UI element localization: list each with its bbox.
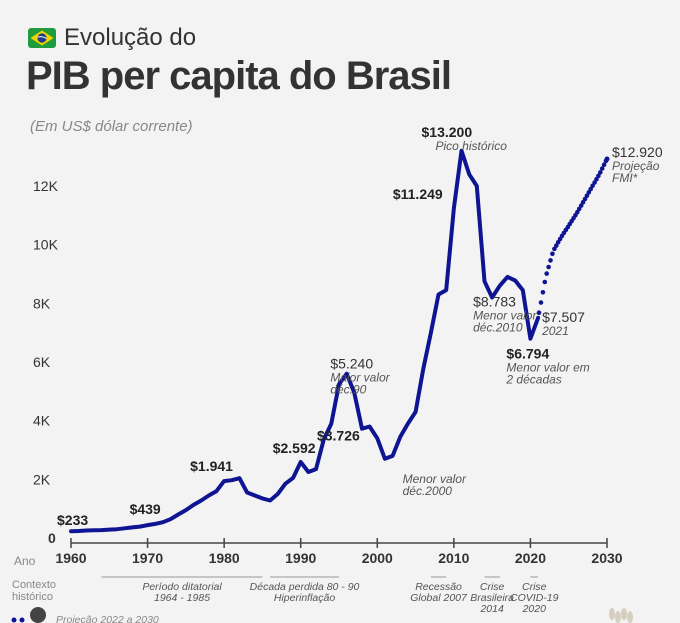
projection-point xyxy=(546,264,551,270)
x-tick-label: 1960 xyxy=(55,550,86,566)
data-label: $233 xyxy=(57,512,88,528)
x-tick-label: 1980 xyxy=(209,550,240,566)
watermark-leaf xyxy=(627,611,633,623)
context-label: Contexto xyxy=(12,579,56,591)
period-label: Brasileira xyxy=(470,592,514,604)
annotation-note: déc.90 xyxy=(330,382,366,396)
x-tick-label: 1970 xyxy=(132,550,163,566)
y-tick-label: 8K xyxy=(33,295,51,311)
watermark-leaf xyxy=(615,611,621,623)
period-label: Década perdida 80 - 90 xyxy=(250,581,360,593)
legend-label: Projeção 2022 a 2030 xyxy=(56,614,159,623)
unit-note: (Em US$ dólar corrente) xyxy=(30,118,193,135)
projection-end-point xyxy=(604,156,610,162)
annotation-note: 2 décadas xyxy=(505,373,561,387)
projection-point xyxy=(590,183,595,189)
legend-dot xyxy=(19,617,25,623)
y-tick-label: 0 xyxy=(48,530,56,546)
projection-point xyxy=(598,170,603,175)
projection-point xyxy=(544,271,549,276)
data-label: $13.200 xyxy=(422,124,473,140)
x-axis-label: Ano xyxy=(14,554,36,568)
watermark-leaf xyxy=(609,608,615,620)
annotation-note: Maior valor xyxy=(330,370,390,384)
projection-point xyxy=(601,162,607,167)
annotation-note: Menor valor xyxy=(473,308,537,322)
period-label: Global 2007 xyxy=(410,592,468,604)
annotation-note: Menor valor xyxy=(403,472,467,486)
projection-point xyxy=(550,251,555,257)
y-tick-label: 2K xyxy=(33,471,51,487)
annotation-note: Pico histórico xyxy=(436,139,508,153)
annotation-note: 2021 xyxy=(541,324,569,338)
period-label: Período ditatorial xyxy=(142,581,222,593)
data-label: $7.507 xyxy=(542,309,585,325)
data-label: $11.249 xyxy=(393,186,443,202)
period-label: 2014 xyxy=(479,603,504,615)
projection-point xyxy=(576,206,582,212)
annotation-note: Projeção xyxy=(612,159,660,173)
data-label: $6.794 xyxy=(506,346,549,362)
projection-point xyxy=(536,310,542,316)
y-tick-label: 10K xyxy=(33,237,59,253)
watermark-leaf xyxy=(621,608,627,620)
x-tick-label: 1990 xyxy=(285,550,316,566)
series-line-gdp xyxy=(69,148,541,534)
watermark-logo-icon xyxy=(609,608,633,623)
annotation-note: FMI* xyxy=(612,171,638,185)
y-tick-label: 6K xyxy=(33,354,51,370)
x-tick-label: 2030 xyxy=(591,550,622,566)
projection-point xyxy=(542,279,548,285)
projection-point xyxy=(599,166,605,171)
period-label: Hiperinflação xyxy=(274,592,335,604)
annotation-note: Menor valor em xyxy=(506,361,589,375)
period-label: COVID-19 xyxy=(510,592,559,604)
period-label: Crise xyxy=(522,581,547,593)
data-label: $8.783 xyxy=(473,293,516,309)
data-label: $5.240 xyxy=(330,355,373,371)
projection-point xyxy=(596,173,601,179)
chart-title: PIB per capita do Brasil xyxy=(26,54,452,98)
period-label: 2020 xyxy=(522,603,547,615)
legend-marker xyxy=(30,607,46,623)
context-label: histórico xyxy=(12,591,53,603)
data-label: $2.592 xyxy=(273,440,316,456)
chart-subtitle: Evolução do xyxy=(64,24,197,51)
data-label: $1.941 xyxy=(190,458,233,474)
period-label: 1964 - 1985 xyxy=(154,592,210,604)
projection-point xyxy=(548,258,553,263)
data-label: $12.920 xyxy=(612,144,663,160)
projection-point xyxy=(538,300,544,305)
annotation-note: déc.2000 xyxy=(403,484,453,498)
projection-point xyxy=(540,290,546,295)
data-label: $3.726 xyxy=(317,428,360,444)
period-label: Crise xyxy=(480,581,505,593)
data-label: $439 xyxy=(130,501,161,517)
annotation-note: déc.2010 xyxy=(473,320,523,334)
legend-dot xyxy=(11,617,17,623)
y-tick-label: 12K xyxy=(33,178,59,194)
x-tick-label: 2000 xyxy=(362,550,393,566)
y-tick-label: 4K xyxy=(33,413,51,429)
x-tick-label: 2020 xyxy=(515,550,546,566)
x-tick-label: 2010 xyxy=(438,550,469,566)
period-label: Recessão xyxy=(415,581,462,593)
brazil-flag-icon xyxy=(28,28,56,48)
